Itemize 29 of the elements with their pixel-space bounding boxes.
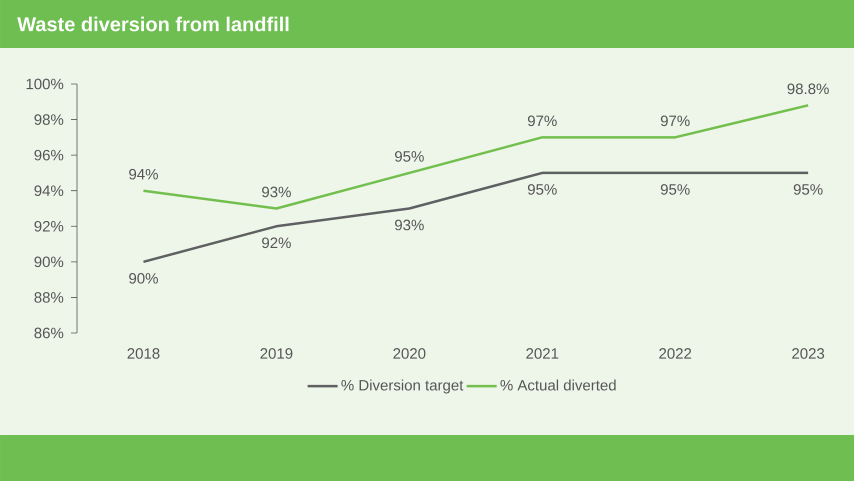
x-tick-label: 2019: [260, 348, 292, 359]
y-tick-label: 86%: [34, 328, 64, 338]
legend-label: % Diversion target: [341, 380, 464, 394]
y-tick-label: 88%: [34, 292, 64, 303]
data-label: 95%: [528, 184, 557, 195]
y-tick-label: 92%: [34, 220, 64, 232]
x-tick-label: 2023: [792, 348, 824, 359]
data-label: 98.8%: [788, 84, 829, 94]
data-label: 95%: [794, 184, 823, 195]
data-label: 94%: [129, 168, 158, 180]
y-tick-label: 94%: [34, 185, 64, 196]
x-tick-label: 2020: [393, 348, 426, 359]
y-tick-label: 98%: [34, 114, 64, 125]
data-label: 95%: [660, 184, 690, 195]
y-tick-label: 100%: [26, 78, 64, 90]
data-label: 93%: [262, 186, 291, 198]
data-label: 92%: [262, 237, 291, 248]
data-label: 90%: [129, 273, 158, 284]
x-tick-label: 2022: [659, 348, 692, 359]
x-tick-label: 2018: [128, 348, 160, 359]
legend-label: % Actual diverted: [500, 380, 616, 391]
y-tick-label: 90%: [34, 256, 64, 268]
x-tick-label: 2021: [526, 348, 558, 359]
data-label: 97%: [660, 116, 690, 126]
chart-title: Waste diversion from landfill: [17, 16, 288, 32]
data-label: 93%: [395, 220, 424, 230]
y-tick-label: 96%: [34, 150, 64, 160]
data-label: 97%: [528, 116, 557, 126]
data-label: 95%: [395, 151, 424, 162]
